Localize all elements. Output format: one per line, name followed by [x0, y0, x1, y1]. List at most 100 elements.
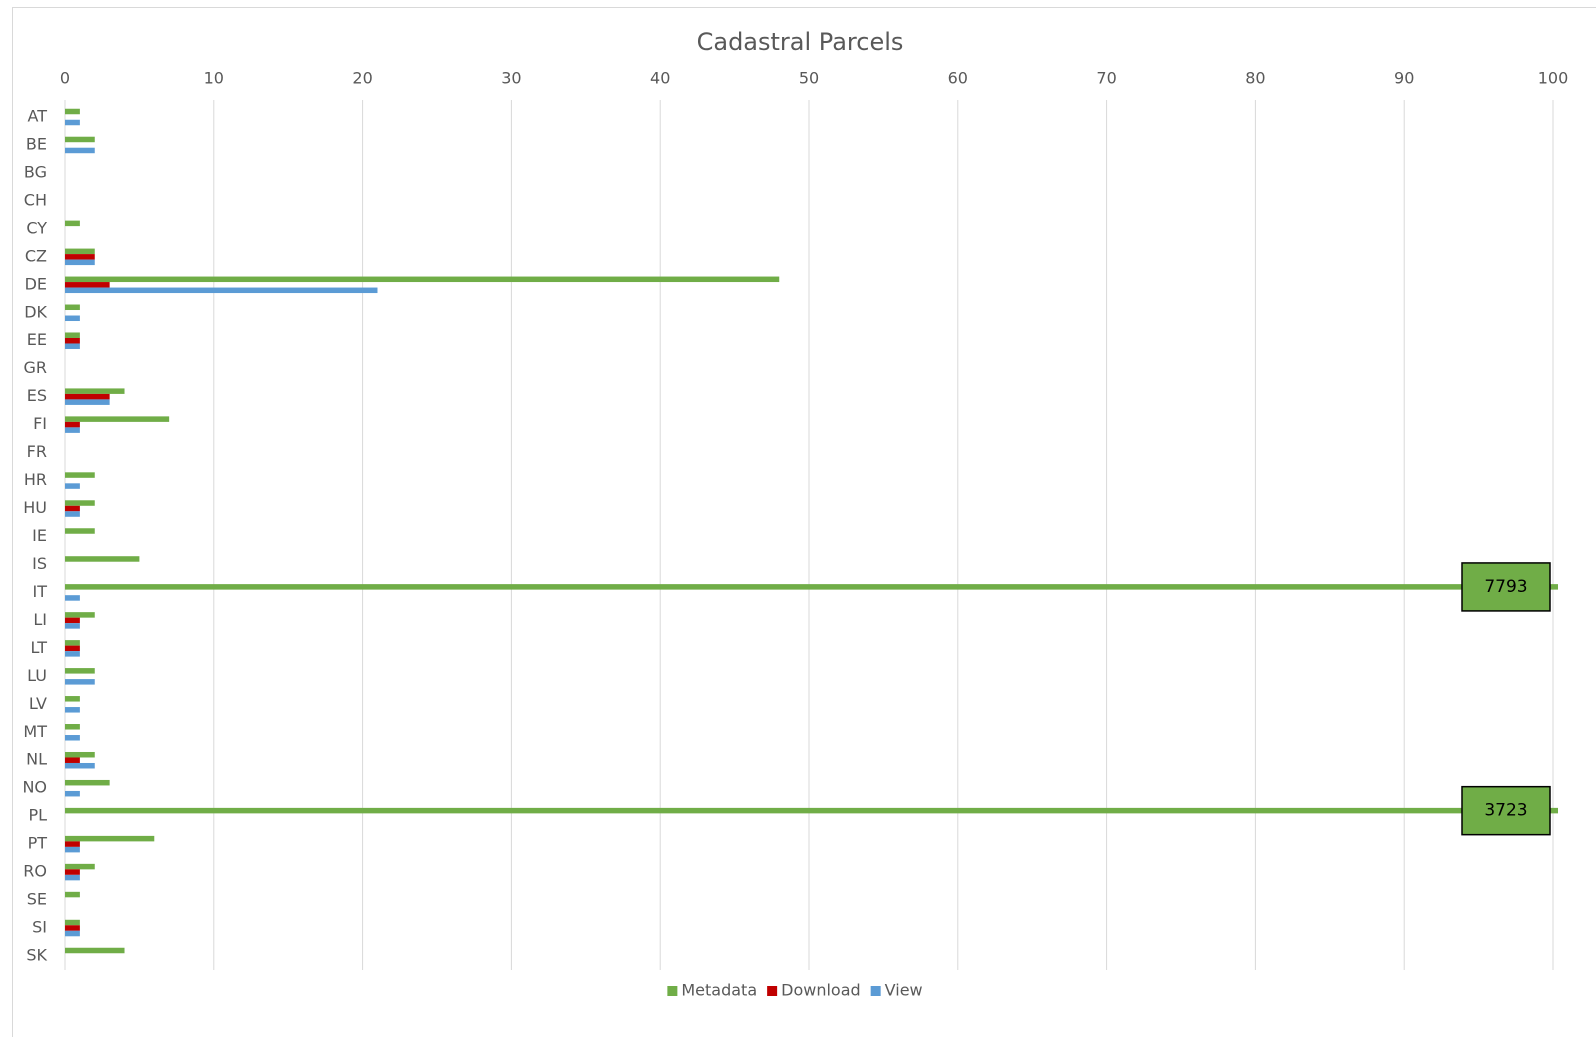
bar: [65, 724, 80, 730]
y-tick-label: FI: [33, 414, 47, 433]
bar: [65, 696, 80, 702]
bar: [65, 511, 80, 517]
bar: [65, 623, 80, 629]
legend-swatch: [870, 986, 881, 996]
y-tick-label: IT: [33, 582, 48, 601]
y-tick-label: PT: [28, 834, 48, 853]
y-tick-label: PL: [28, 806, 47, 825]
y-tick-label: SE: [27, 890, 47, 909]
bar: [65, 757, 80, 763]
bar: [65, 869, 80, 875]
y-tick-label: FR: [27, 442, 47, 461]
legend-label: Metadata: [681, 981, 757, 1000]
y-tick-label: NO: [22, 778, 47, 797]
x-tick-label: 100: [1538, 69, 1569, 88]
bar: [65, 846, 80, 853]
bar: [65, 779, 110, 786]
y-tick-label: BG: [24, 162, 47, 181]
x-tick-label: 50: [799, 69, 819, 88]
bar: [65, 276, 780, 283]
x-tick-label: 60: [948, 69, 968, 88]
bar: [65, 472, 95, 478]
bar: [65, 287, 378, 294]
y-tick-label: LI: [33, 610, 47, 629]
y-tick-label: AT: [28, 107, 48, 126]
bar: [65, 393, 110, 400]
legend-swatch: [767, 986, 778, 996]
grid: 0 10 20 30 40 50 60 70 80 90 100 AT BE BG CH CY CZ DE DK EE…: [22, 69, 1569, 970]
bar: [65, 584, 1558, 590]
bar: [65, 835, 155, 842]
x-tick-label: 30: [501, 69, 521, 88]
bar: [65, 332, 80, 338]
bar: [65, 679, 95, 685]
bar: [65, 874, 80, 881]
x-tick-label: 80: [1245, 69, 1265, 88]
bar: [65, 668, 95, 674]
y-tick-label: RO: [23, 862, 47, 881]
y-tick-label: LV: [29, 694, 47, 713]
bar: [65, 919, 80, 926]
bar: [65, 315, 80, 322]
bar: [65, 640, 80, 646]
y-tick-label: SI: [32, 918, 47, 937]
bar: [65, 556, 140, 562]
bar: [65, 304, 80, 311]
bar: [65, 863, 95, 870]
bar: [65, 762, 95, 769]
bar: [65, 735, 80, 741]
bar: [65, 427, 80, 433]
y-tick-label: IS: [32, 554, 47, 573]
y-tick-label: LU: [27, 666, 47, 685]
y-tick-label: DE: [25, 274, 47, 293]
y-tick-label: ES: [27, 386, 47, 405]
x-tick-label: 70: [1096, 69, 1116, 88]
y-tick-label: BE: [26, 134, 47, 153]
legend-swatch: [667, 986, 678, 996]
data-label: 3723: [1484, 801, 1527, 821]
x-tick-label: 90: [1394, 69, 1414, 88]
bar: [65, 891, 80, 898]
y-tick-label: CZ: [25, 246, 47, 265]
bar: [65, 612, 95, 618]
bar: [65, 147, 95, 154]
legend-label: Download: [781, 981, 861, 1000]
bar: [65, 947, 125, 954]
y-tick-label: SK: [26, 946, 47, 965]
bar: [65, 399, 110, 405]
data-label: 7793: [1484, 577, 1527, 597]
bar: [65, 841, 80, 847]
bar: [65, 136, 95, 143]
bar: [65, 337, 80, 344]
bar: [65, 930, 80, 937]
bar: [65, 259, 95, 266]
bar: [65, 416, 170, 422]
bar: [65, 807, 1558, 814]
bar: [65, 108, 80, 115]
bar: [65, 500, 95, 506]
bars: [65, 108, 1558, 954]
bar: [65, 119, 80, 126]
x-tick-label: 10: [204, 69, 224, 88]
bar: [65, 528, 95, 534]
y-tick-label: MT: [23, 722, 47, 741]
y-tick-label: IE: [32, 526, 47, 545]
y-tick-label: CH: [24, 190, 47, 209]
y-tick-label: HU: [23, 498, 47, 517]
bar: [65, 254, 95, 260]
bar: [65, 343, 80, 349]
y-tick-label: GR: [23, 358, 47, 377]
bar: [65, 282, 110, 288]
legend-label: View: [885, 981, 923, 1000]
y-tick-label: CY: [26, 218, 47, 237]
bar: [65, 925, 80, 931]
legend: Metadata Download View: [667, 981, 923, 1000]
x-tick-label: 0: [60, 69, 70, 88]
bar: [65, 505, 80, 512]
x-tick-label: 40: [650, 69, 670, 88]
y-tick-label: DK: [24, 302, 47, 321]
y-tick-label: LT: [31, 638, 48, 657]
bar: [65, 707, 80, 713]
